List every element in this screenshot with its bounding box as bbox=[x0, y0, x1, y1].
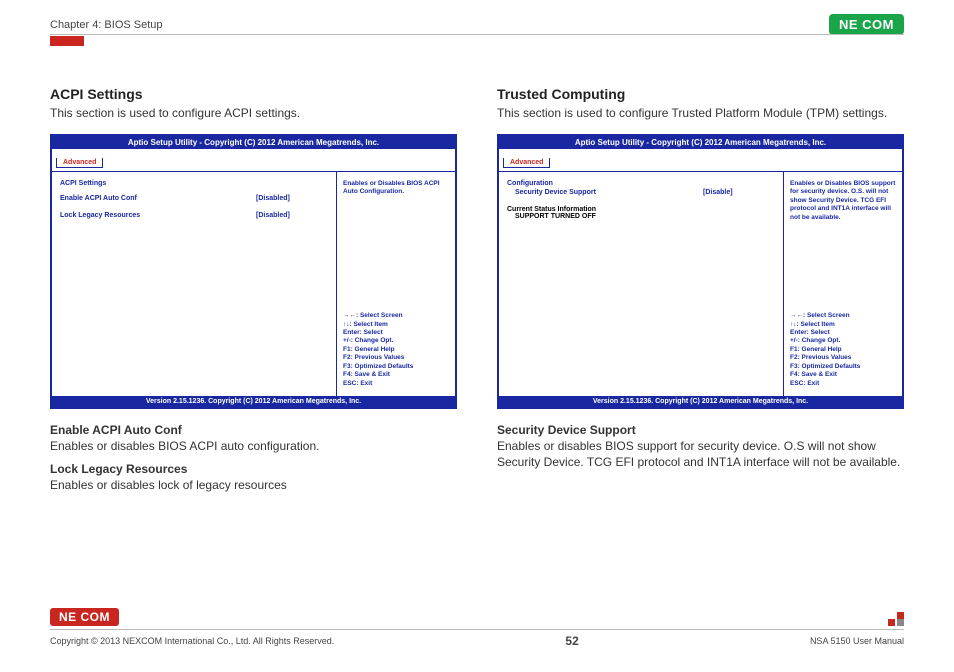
note-title: Enable ACPI Auto Conf bbox=[50, 423, 457, 437]
top-rule bbox=[50, 34, 904, 35]
pane-heading: ACPI Settings bbox=[60, 180, 328, 187]
bios-left-pane: Configuration Security Device Support [D… bbox=[499, 172, 784, 396]
bios-panel-tpm: Aptio Setup Utility - Copyright (C) 2012… bbox=[497, 134, 904, 409]
corner-deco-icon bbox=[888, 612, 904, 626]
tpm-title: Trusted Computing bbox=[497, 86, 904, 102]
page-number: 52 bbox=[565, 634, 578, 648]
opt-value[interactable]: [Disabled] bbox=[256, 195, 328, 202]
help-text-bot: →←: Select Screen ↑↓: Select Item Enter:… bbox=[790, 312, 896, 388]
bios-panel-acpi: Aptio Setup Utility - Copyright (C) 2012… bbox=[50, 134, 457, 409]
manual-name: NSA 5150 User Manual bbox=[810, 636, 904, 646]
left-column: ACPI Settings This section is used to co… bbox=[50, 86, 457, 493]
brand-badge-bottom: NE COM bbox=[50, 608, 119, 626]
opt-label[interactable]: Enable ACPI Auto Conf bbox=[60, 195, 256, 202]
tab-advanced[interactable]: Advanced bbox=[56, 158, 103, 168]
bios-tabrow: Advanced bbox=[52, 149, 455, 172]
bios-tabrow: Advanced bbox=[499, 149, 902, 172]
notes-right: Security Device Support Enables or disab… bbox=[497, 423, 904, 470]
opt-value[interactable]: [Disable] bbox=[703, 189, 775, 196]
acpi-title: ACPI Settings bbox=[50, 86, 457, 102]
bios-left-pane: ACPI Settings Enable ACPI Auto Conf [Dis… bbox=[52, 172, 337, 396]
opt-value[interactable]: [Disabled] bbox=[256, 212, 328, 219]
bios-right-pane: Enables or Disables BIOS ACPI Auto Confi… bbox=[337, 172, 455, 396]
sub-line: SUPPORT TURNED OFF bbox=[507, 213, 775, 220]
brand-badge-top: NE COM bbox=[829, 14, 904, 35]
bios-titlebar: Aptio Setup Utility - Copyright (C) 2012… bbox=[499, 136, 902, 149]
bios-footer: Version 2.15.1236. Copyright (C) 2012 Am… bbox=[52, 396, 455, 407]
note-title: Security Device Support bbox=[497, 423, 904, 437]
opt-label[interactable]: Security Device Support bbox=[515, 189, 703, 196]
note-title: Lock Legacy Resources bbox=[50, 462, 457, 476]
note-body: Enables or disables BIOS support for sec… bbox=[497, 438, 904, 470]
pane-heading: Configuration bbox=[507, 180, 775, 187]
help-text-bot: →←: Select Screen ↑↓: Select Item Enter:… bbox=[343, 312, 449, 388]
help-text-top: Enables or Disables BIOS support for sec… bbox=[790, 180, 896, 222]
bios-right-pane: Enables or Disables BIOS support for sec… bbox=[784, 172, 902, 396]
copyright-text: Copyright © 2013 NEXCOM International Co… bbox=[50, 636, 334, 646]
right-column: Trusted Computing This section is used t… bbox=[497, 86, 904, 493]
note-body: Enables or disables lock of legacy resou… bbox=[50, 477, 457, 493]
notes-left: Enable ACPI Auto Conf Enables or disable… bbox=[50, 423, 457, 493]
opt-label[interactable]: Lock Legacy Resources bbox=[60, 212, 256, 219]
bios-footer: Version 2.15.1236. Copyright (C) 2012 Am… bbox=[499, 396, 902, 407]
acpi-desc: This section is used to configure ACPI s… bbox=[50, 106, 457, 120]
help-text-top: Enables or Disables BIOS ACPI Auto Confi… bbox=[343, 180, 449, 197]
red-corner-tab bbox=[50, 36, 84, 46]
footer-rule bbox=[50, 629, 904, 630]
tab-advanced[interactable]: Advanced bbox=[503, 158, 550, 168]
bios-titlebar: Aptio Setup Utility - Copyright (C) 2012… bbox=[52, 136, 455, 149]
chapter-label: Chapter 4: BIOS Setup bbox=[50, 19, 163, 31]
tpm-desc: This section is used to configure Truste… bbox=[497, 106, 904, 120]
note-body: Enables or disables BIOS ACPI auto confi… bbox=[50, 438, 457, 454]
sub-heading: Current Status Information bbox=[507, 206, 775, 213]
